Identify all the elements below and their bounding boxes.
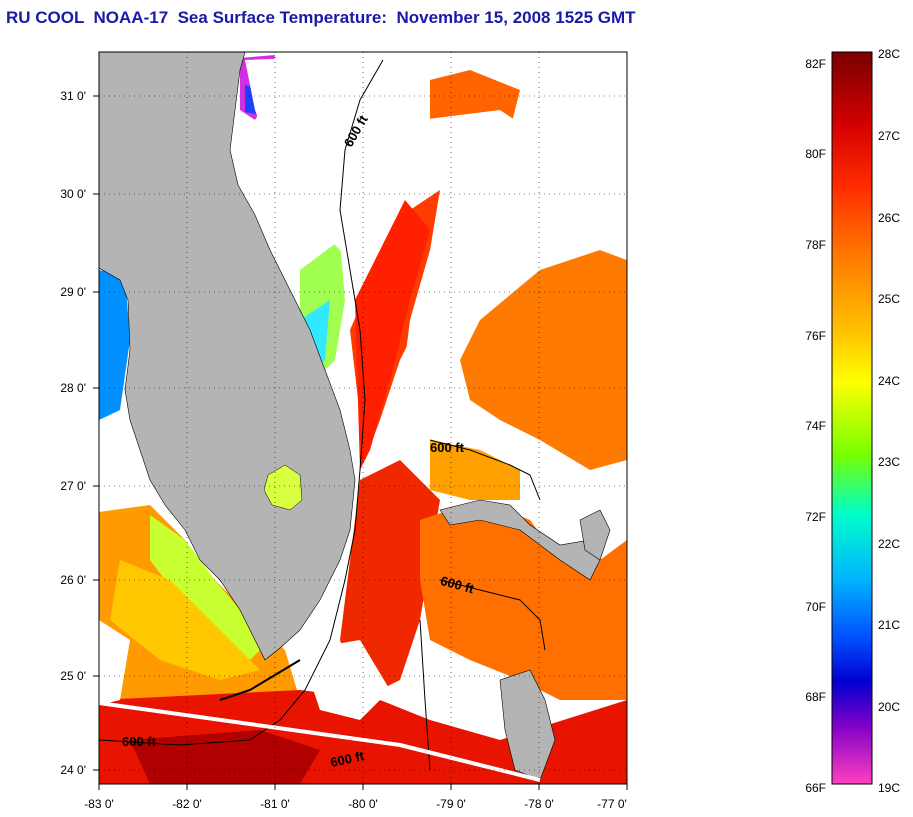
colorbar-f-label: 82F <box>805 57 826 71</box>
y-tick-label: 31 0' <box>60 89 86 103</box>
sst-gulfstream-main <box>355 200 430 470</box>
colorbar-c-label: 23C <box>878 455 900 469</box>
colorbar-c-label: 25C <box>878 292 900 306</box>
sst-straits-dark <box>130 730 320 784</box>
colorbar-f-label: 80F <box>805 147 826 161</box>
y-tick-label: 27 0' <box>60 479 86 493</box>
colorbar-fahrenheit-labels: 82F 80F 78F 76F 74F 72F 70F 68F 66F <box>805 57 826 795</box>
x-axis-labels: -83 0' -82 0' -81 0' -80 0' -79 0' -78 0… <box>84 797 627 811</box>
colorbar-f-label: 74F <box>805 419 826 433</box>
sst-bahamas-banks <box>420 500 627 700</box>
colorbar-c-label: 26C <box>878 211 900 225</box>
y-tick-label: 25 0' <box>60 669 86 683</box>
colorbar-c-label: 28C <box>878 47 900 61</box>
cloud-ne-corner <box>560 52 627 260</box>
colorbar-f-label: 72F <box>805 510 826 524</box>
sst-gulf-nearshore <box>150 515 270 660</box>
colorbar-c-label: 21C <box>878 618 900 632</box>
colorbar-f-label: 68F <box>805 690 826 704</box>
colorbar-c-label: 27C <box>878 129 900 143</box>
sst-bahamas-north <box>430 440 520 500</box>
colorbar-c-label: 19C <box>878 781 900 795</box>
swath-edge-line <box>99 701 541 782</box>
y-tick-label: 24 0' <box>60 763 86 777</box>
y-tick-label: 26 0' <box>60 573 86 587</box>
x-tick-label: -78 0' <box>524 797 554 811</box>
colorbar-f-label: 76F <box>805 329 826 343</box>
map-gridlines <box>99 52 627 784</box>
y-tick-label: 29 0' <box>60 285 86 299</box>
isobath-600ft-bahamas <box>419 439 546 771</box>
cloud-east-florida <box>245 55 390 260</box>
x-tick-label: -77 0' <box>597 797 627 811</box>
contour-label: 600 ft <box>430 440 465 455</box>
colorbar-c-label: 24C <box>878 374 900 388</box>
bahamas-eastern-isle <box>579 509 611 561</box>
y-axis-labels: 31 0' 30 0' 29 0' 28 0' 27 0' 26 0' 25 0… <box>60 89 86 777</box>
contour-label: 600 ft <box>329 748 366 770</box>
map-title: RU COOL NOAA-17 Sea Surface Temperature:… <box>6 8 636 27</box>
florida-keys <box>219 659 301 701</box>
sst-gulf-northwest-blue <box>99 270 130 420</box>
sst-atlantic-east <box>460 250 627 470</box>
sst-gulf-mid <box>110 560 260 680</box>
colorbar-c-label: 22C <box>878 537 900 551</box>
cloud-atlantic-central <box>400 110 560 420</box>
colorbar-c-label: 20C <box>878 700 900 714</box>
colorbar-f-label: 70F <box>805 600 826 614</box>
x-tick-label: -81 0' <box>260 797 290 811</box>
colorbar <box>831 51 873 785</box>
cloud-straits-mid <box>300 640 390 720</box>
x-tick-label: -79 0' <box>436 797 466 811</box>
bahamas-andros <box>499 669 556 781</box>
x-tick-label: -83 0' <box>84 797 114 811</box>
map-ticks <box>93 95 628 790</box>
x-tick-label: -80 0' <box>348 797 378 811</box>
colorbar-celsius-labels: 28C 27C 26C 25C 24C 23C 22C 21C 20C 19C <box>878 47 900 795</box>
y-tick-label: 30 0' <box>60 187 86 201</box>
y-tick-label: 28 0' <box>60 381 86 395</box>
contour-label: 600 ft <box>122 734 157 749</box>
x-tick-label: -82 0' <box>172 797 202 811</box>
isobath-600ft-florida <box>99 59 384 746</box>
colorbar-f-label: 78F <box>805 238 826 252</box>
cloud-florida-bay <box>99 620 130 705</box>
lake-okeechobee <box>263 464 303 511</box>
colorbar-f-label: 66F <box>805 781 826 795</box>
